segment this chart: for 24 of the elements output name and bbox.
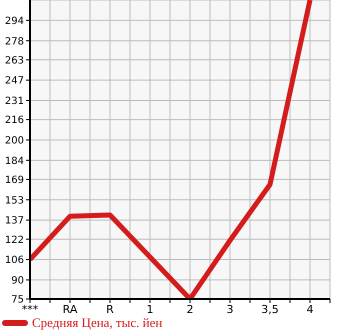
x-tick-label: 3,5	[261, 302, 279, 316]
y-tick-label: 294	[4, 16, 24, 27]
y-tick-label: 122	[4, 234, 24, 246]
x-tick-label: 4	[306, 302, 314, 316]
y-tick-label: 278	[4, 36, 24, 48]
x-tick-label: 1	[146, 302, 154, 316]
y-tick-label: 75	[11, 294, 24, 306]
y-tick-label: 106	[4, 255, 24, 266]
y-tick-label: 247	[4, 76, 24, 87]
x-tick-label: 3	[226, 302, 234, 316]
y-tick-label: 231	[4, 96, 24, 108]
y-tick-label: 184	[4, 156, 24, 167]
x-tick-label: 2	[186, 302, 194, 316]
y-tick-label: 90	[11, 275, 24, 286]
x-tick-label: ***	[22, 302, 39, 316]
y-tick-label: 137	[4, 216, 24, 227]
y-tick-label: 263	[4, 55, 24, 66]
x-tick-label: R	[106, 302, 114, 316]
x-tick-label: RA	[62, 302, 78, 316]
legend-label: Средняя Цена, тыс. йен	[32, 315, 162, 331]
y-tick-label: 153	[4, 195, 24, 206]
y-tick-label: 200	[4, 136, 24, 147]
y-tick-label: 216	[4, 115, 24, 126]
y-tick-label: 169	[4, 174, 24, 186]
